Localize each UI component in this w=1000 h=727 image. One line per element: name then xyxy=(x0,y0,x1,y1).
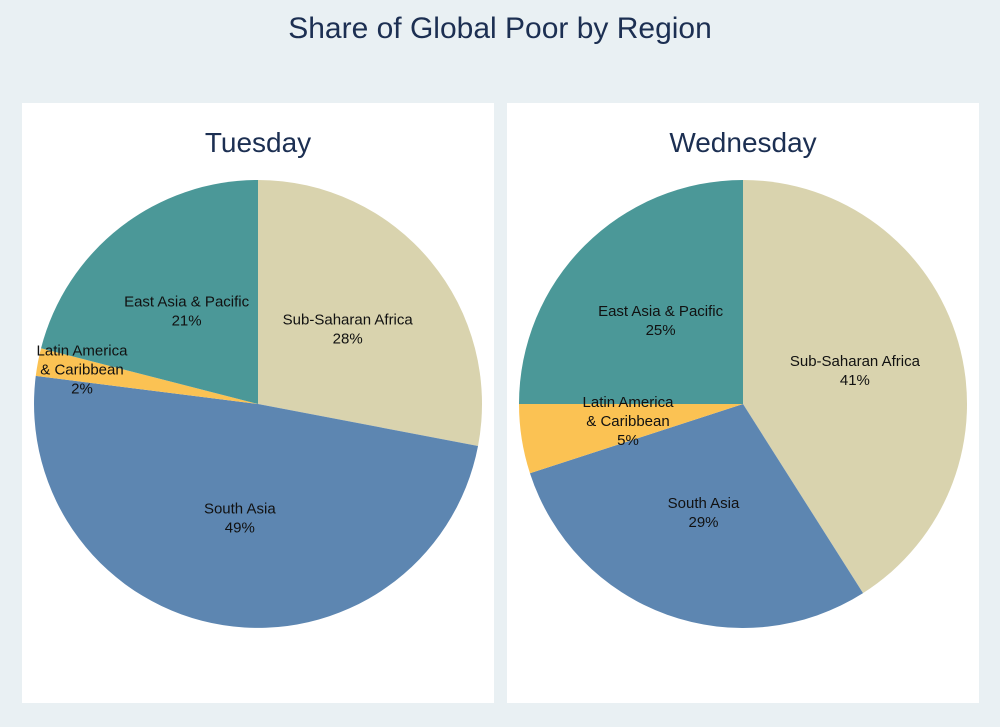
slice-name-label-latin-america-and-caribbean: Latin America xyxy=(583,394,675,411)
slice-name-label-latin-america-and-caribbean: & Caribbean xyxy=(586,413,669,430)
slice-name-label-south-asia: South Asia xyxy=(668,495,740,512)
pie-slice-latin-america-and-caribbean xyxy=(35,348,258,404)
pie-slice-latin-america-and-caribbean xyxy=(519,404,743,474)
pie-panel-wednesday: Wednesday Sub-Saharan Africa 41% South Asi… xyxy=(507,103,979,703)
slice-name-label-east-asia-and-pacific: East Asia & Pacific xyxy=(598,303,724,320)
pie-slice-east-asia-and-pacific xyxy=(41,180,258,404)
pie-chart-wednesday: Sub-Saharan Africa 41% South Asia 29% Latin … xyxy=(519,180,968,629)
slice-value-label-latin-america-and-caribbean: 5% xyxy=(617,432,639,449)
chart-title: Share of Global Poor by Region xyxy=(288,12,712,45)
slice-name-label-south-asia: South Asia xyxy=(204,500,276,517)
slice-value-label-east-asia-and-pacific: 21% xyxy=(172,312,202,329)
pie-slice-south-asia xyxy=(529,404,864,629)
pie-chart-tuesday: Sub-Saharan Africa 28% South Asia 49% Latin … xyxy=(34,180,482,628)
slice-value-label-sub-saharan-africa: 28% xyxy=(333,330,363,347)
pie-title-tuesday: Tuesday xyxy=(204,127,312,158)
slice-value-label-sub-saharan-africa: 41% xyxy=(840,372,870,389)
slice-name-label-latin-america-and-caribbean: Latin America xyxy=(37,342,129,359)
pie-slice-east-asia-and-pacific xyxy=(519,180,743,404)
pie-panel-tuesday: Tuesday Sub-Saharan Africa 28% South Asia 4… xyxy=(22,103,494,703)
slice-value-label-south-asia: 29% xyxy=(688,514,718,531)
slice-name-label-east-asia-and-pacific: East Asia & Pacific xyxy=(124,293,250,310)
slice-value-label-east-asia-and-pacific: 25% xyxy=(646,322,676,339)
slice-name-label-latin-america-and-caribbean: & Caribbean xyxy=(40,361,123,378)
pie-title-wednesday: Wednesday xyxy=(669,127,817,158)
slice-name-label-sub-saharan-africa: Sub-Saharan Africa xyxy=(790,353,921,370)
pie-slice-sub-saharan-africa xyxy=(743,180,968,594)
slice-name-label-sub-saharan-africa: Sub-Saharan Africa xyxy=(283,311,414,328)
pie-slice-sub-saharan-africa xyxy=(258,180,482,446)
pie-slice-south-asia xyxy=(34,375,479,628)
slice-value-label-latin-america-and-caribbean: 2% xyxy=(71,380,93,397)
slice-value-label-south-asia: 49% xyxy=(225,519,255,536)
